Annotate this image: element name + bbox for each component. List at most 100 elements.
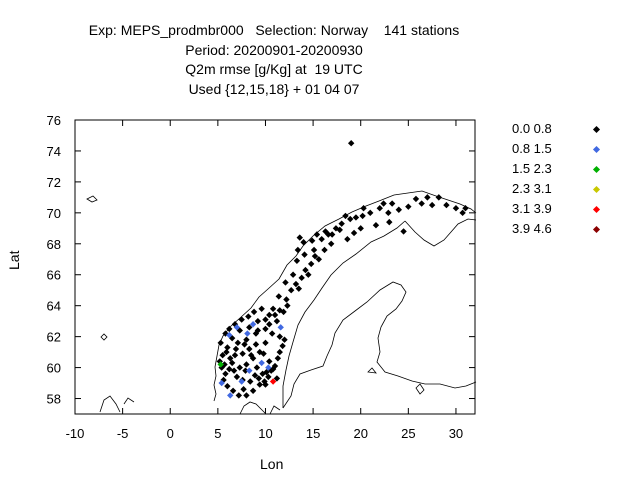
station-point: [418, 200, 425, 207]
station-point: [294, 246, 302, 254]
station-point: [289, 271, 297, 278]
coastline-gotland: [415, 383, 425, 395]
x-axis-title: Lon: [260, 456, 284, 472]
station-point: [246, 345, 253, 353]
station-point: [258, 359, 265, 367]
legend-marker: [592, 205, 601, 214]
station-point: [318, 235, 325, 243]
station-point: [224, 382, 231, 390]
station-point: [265, 373, 272, 381]
station-point: [230, 367, 238, 374]
station-point: [247, 352, 255, 359]
station-point: [347, 215, 354, 223]
station-point: [243, 336, 250, 343]
border-norway-sweden: [282, 220, 406, 408]
legend-label: 1.5 2.3: [512, 161, 552, 176]
legend-label: 2.3 3.1: [512, 181, 552, 196]
station-point: [232, 345, 240, 353]
y-tick-label: 66: [47, 268, 61, 283]
legend-item: 2.3 3.1: [512, 181, 622, 201]
station-point: [227, 392, 234, 399]
station-point: [347, 140, 355, 147]
y-tick-label: 72: [47, 175, 61, 190]
station-point: [372, 222, 380, 229]
station-point: [253, 364, 261, 371]
station-point: [256, 381, 263, 388]
station-point: [279, 342, 286, 350]
station-point: [218, 379, 225, 387]
coastline-norway: [213, 190, 477, 402]
station-point: [235, 392, 243, 399]
station-point: [385, 209, 392, 217]
station-point: [367, 209, 374, 217]
station-point: [226, 365, 233, 373]
station-point: [386, 218, 393, 226]
plot-frame: [74, 119, 476, 415]
station-point: [233, 373, 241, 381]
x-tick-label: -5: [117, 426, 129, 441]
coastline-faroe: [100, 333, 108, 341]
station-point: [281, 336, 288, 343]
station-point: [328, 231, 336, 238]
station-point: [221, 361, 228, 368]
station-point: [238, 316, 245, 323]
coastline-sweden: [282, 281, 477, 409]
station-point: [236, 327, 243, 334]
station-point: [224, 344, 231, 351]
legend-label: 3.9 4.6: [512, 221, 552, 236]
station-point: [254, 317, 262, 325]
station-point: [228, 334, 236, 342]
station-point: [327, 240, 335, 247]
station-point: [243, 392, 250, 399]
station-point: [305, 271, 312, 278]
station-point: [226, 331, 233, 339]
y-tick-label: 68: [47, 237, 61, 252]
station-point: [223, 348, 230, 356]
station-point: [262, 325, 269, 333]
y-tick-label: 74: [47, 144, 61, 159]
legend-marker: [592, 125, 601, 134]
station-point: [462, 205, 469, 212]
coastline-map: [86, 190, 477, 415]
station-point: [275, 293, 283, 300]
station-point: [276, 348, 283, 356]
y-tick-label: 64: [47, 299, 61, 314]
x-tick-label: 10: [258, 426, 272, 441]
station-point: [243, 361, 250, 368]
x-axis: -10 -5 0 5 10 15 20 25 30: [66, 120, 463, 441]
station-point: [310, 246, 318, 254]
station-point: [459, 209, 466, 217]
station-point: [336, 226, 343, 234]
station-point: [273, 375, 281, 382]
station-point: [338, 220, 345, 227]
station-point: [283, 296, 290, 303]
coastline-iceland-tip: [86, 195, 98, 203]
station-point: [231, 352, 239, 359]
station-point: [428, 201, 436, 209]
station-point: [405, 203, 412, 210]
station-point: [342, 212, 349, 220]
station-point: [227, 355, 234, 362]
station-point: [357, 225, 364, 232]
station-point: [228, 359, 236, 367]
station-point: [280, 308, 287, 316]
legend-label: 0.8 1.5: [512, 141, 552, 156]
station-point: [344, 235, 351, 243]
x-tick-label: 30: [449, 426, 463, 441]
legend-marker: [592, 225, 601, 234]
station-point: [252, 341, 260, 348]
legend-item: 3.1 3.9: [512, 201, 622, 221]
y-tick-label: 62: [47, 330, 61, 345]
data-points: [216, 140, 469, 399]
station-point: [262, 316, 269, 323]
station-point: [321, 246, 328, 254]
station-point: [435, 194, 443, 201]
station-point: [325, 231, 332, 238]
legend: 0.0 0.8 0.8 1.5 1.5 2.3 2.3 3.1 3.1 3.9 …: [512, 121, 622, 241]
station-point: [300, 239, 307, 246]
station-point: [244, 330, 251, 337]
station-point: [251, 372, 259, 379]
station-point: [258, 305, 265, 312]
station-point: [246, 367, 253, 374]
